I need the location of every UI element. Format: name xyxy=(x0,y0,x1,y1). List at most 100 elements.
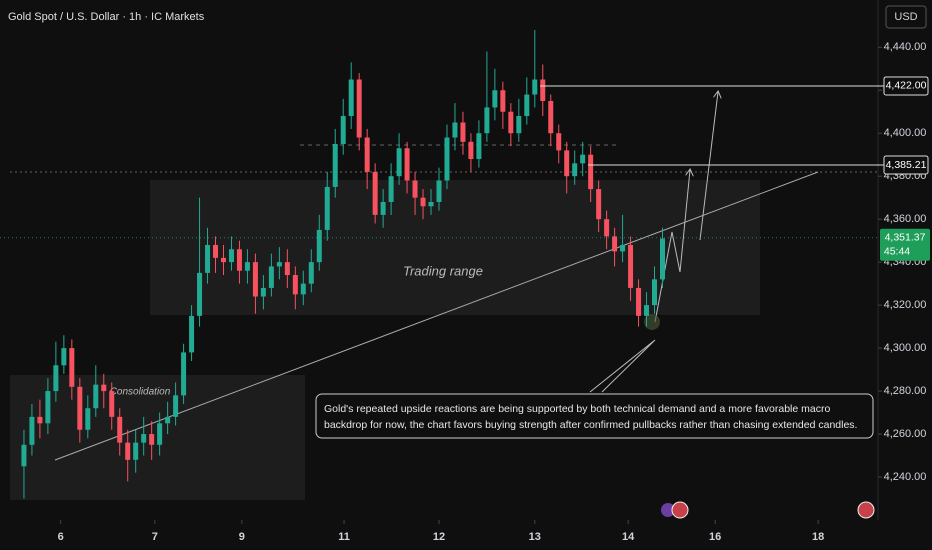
candle-body xyxy=(340,116,346,144)
chart-title: Gold Spot / U.S. Dollar · 1h · IC Market… xyxy=(8,11,205,23)
candle-body xyxy=(356,79,362,138)
event-icon[interactable] xyxy=(671,501,689,519)
event-icon[interactable] xyxy=(661,503,675,517)
candle-body xyxy=(588,154,594,190)
candle-body xyxy=(636,287,642,316)
level-label: 4,385.21 xyxy=(886,159,927,171)
candle-body xyxy=(348,79,354,117)
candle-body xyxy=(61,348,67,366)
candle-body xyxy=(268,266,274,288)
level-badge xyxy=(883,76,929,96)
candle-body xyxy=(45,391,51,424)
candle-body xyxy=(284,262,290,276)
y-tick-label: 4,360.00 xyxy=(884,213,927,225)
candle-body xyxy=(165,416,171,424)
candle-body xyxy=(141,434,147,443)
candle-body xyxy=(652,279,658,306)
x-tick-label: 16 xyxy=(709,531,721,543)
candle-body xyxy=(228,249,234,263)
candle-body xyxy=(516,116,522,134)
candle-body xyxy=(580,154,586,164)
candle-body xyxy=(604,219,610,237)
candle-body xyxy=(428,201,434,207)
candle-body xyxy=(252,262,258,297)
annotation-text: Gold's repeated upside reactions are bei… xyxy=(324,403,830,415)
range-zone xyxy=(150,180,760,315)
candle-body xyxy=(69,348,75,387)
candle-body xyxy=(564,150,570,177)
candle-body xyxy=(468,141,474,160)
candle-body xyxy=(476,133,482,160)
candle-body xyxy=(205,244,211,273)
currency-label[interactable]: USD xyxy=(894,11,917,23)
candle-body xyxy=(133,442,139,460)
candle-body xyxy=(484,107,490,134)
candle-body xyxy=(548,100,554,134)
y-tick-label: 4,280.00 xyxy=(884,385,927,397)
currency-button[interactable] xyxy=(885,5,927,29)
candle-body xyxy=(77,386,83,430)
candle-body xyxy=(452,122,458,138)
candle-body xyxy=(436,180,442,202)
zone-label: Trading range xyxy=(403,263,483,278)
level-badge xyxy=(883,155,929,175)
candle-body xyxy=(300,283,306,295)
y-tick-label: 4,320.00 xyxy=(884,299,927,311)
last-price-label: 4,351.37 xyxy=(885,231,926,243)
y-tick-label: 4,440.00 xyxy=(884,41,927,53)
candle-body xyxy=(173,395,179,417)
candle-body xyxy=(540,79,546,101)
candle-body xyxy=(236,249,242,271)
candle-body xyxy=(244,262,250,271)
candle-body xyxy=(396,148,402,177)
candle-body xyxy=(572,163,578,177)
candle-body xyxy=(149,434,155,445)
y-tick-label: 4,240.00 xyxy=(884,471,927,483)
candles xyxy=(21,30,665,499)
candle-body xyxy=(197,272,203,316)
candle-body xyxy=(117,416,123,443)
x-tick-label: 11 xyxy=(338,531,350,543)
candle-body xyxy=(276,262,282,267)
x-tick-label: 13 xyxy=(529,531,541,543)
candle-body xyxy=(420,197,426,207)
x-tick-label: 18 xyxy=(812,531,824,543)
candle-body xyxy=(109,391,115,417)
candle-body xyxy=(412,180,418,198)
candle-body xyxy=(324,186,330,230)
last-price-badge xyxy=(880,228,930,261)
candle-body xyxy=(364,137,370,172)
candle-body xyxy=(292,275,298,295)
candle-body xyxy=(93,384,99,409)
countdown: 45:44 xyxy=(884,245,910,257)
candle-body xyxy=(101,384,107,392)
candle-body xyxy=(380,201,386,215)
candle-body xyxy=(157,423,163,445)
projection-arrow xyxy=(699,92,718,241)
candle-body xyxy=(125,442,131,460)
candle-body xyxy=(37,416,43,424)
candle-body xyxy=(213,244,219,258)
candle-body xyxy=(308,262,314,284)
candle-body xyxy=(53,365,59,392)
x-tick-label: 6 xyxy=(58,531,64,543)
annotation-box xyxy=(315,393,874,439)
candle-body xyxy=(404,148,410,181)
event-icon[interactable] xyxy=(857,501,875,519)
marker-circle xyxy=(644,314,660,330)
y-tick-label: 4,260.00 xyxy=(884,428,927,440)
candle-body xyxy=(388,176,394,202)
candle-body xyxy=(628,244,634,288)
candle-body xyxy=(524,94,530,117)
candle-body xyxy=(85,408,91,430)
annotation-text: backdrop for now, the chart favors buyin… xyxy=(324,419,857,431)
candle-body xyxy=(260,287,266,297)
candle-body xyxy=(532,79,538,95)
candle-body xyxy=(644,305,650,316)
candle-body xyxy=(21,444,27,467)
candle-body xyxy=(659,238,665,280)
x-tick-label: 7 xyxy=(152,531,158,543)
candle-body xyxy=(556,133,562,151)
